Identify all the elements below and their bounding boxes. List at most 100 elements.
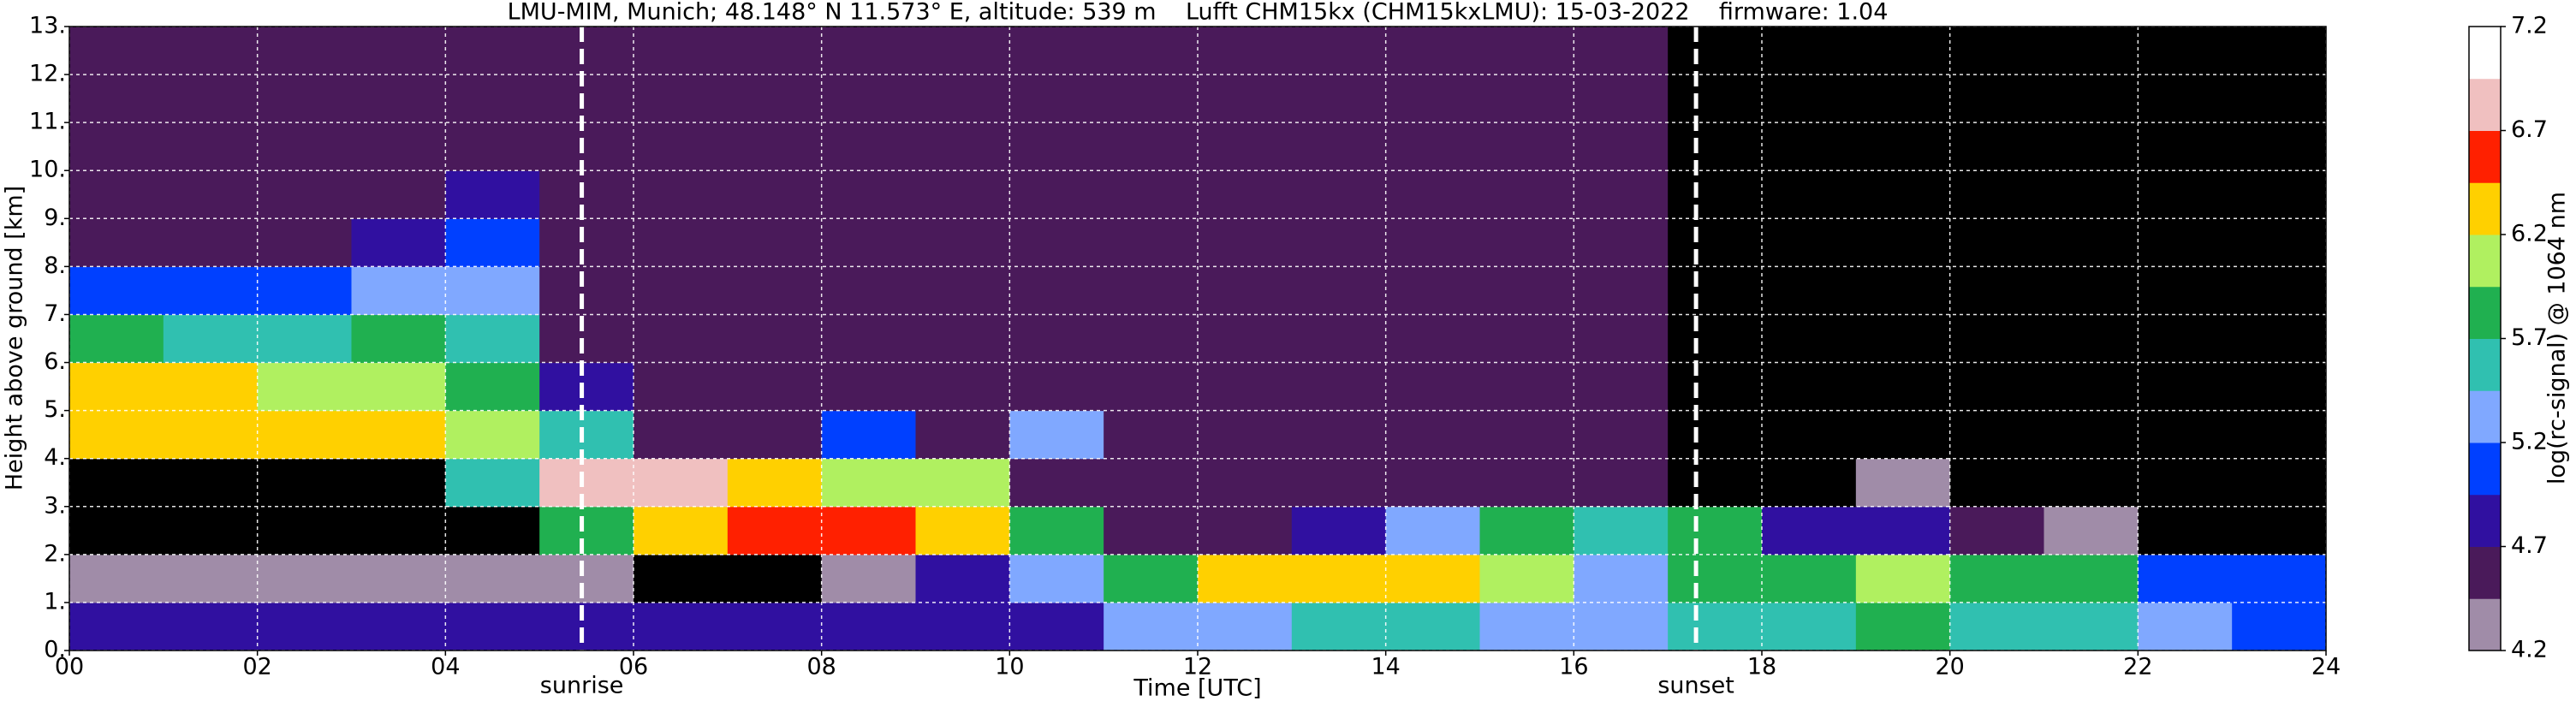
heatmap-cell — [1479, 410, 1574, 460]
heatmap-cell — [1574, 74, 1669, 123]
heatmap-cell — [445, 266, 540, 315]
heatmap-cell — [1104, 27, 1199, 75]
heatmap-cell — [821, 506, 916, 556]
heatmap-cell — [1104, 122, 1199, 171]
heatmap-cell — [1104, 410, 1199, 460]
heatmap-cell — [1668, 602, 1763, 651]
heatmap-cell — [634, 218, 729, 267]
x-tick-label: 04 — [431, 654, 460, 680]
heatmap-cell — [257, 554, 352, 603]
heatmap-cell — [257, 170, 352, 219]
heatmap-cell — [1291, 218, 1387, 267]
heatmap-cell — [163, 27, 259, 75]
heatmap-cell — [163, 218, 259, 267]
heatmap-cell — [1291, 362, 1387, 412]
heatmap-cell — [445, 314, 540, 364]
heatmap-cell — [539, 170, 634, 219]
heatmap-cell — [539, 362, 634, 412]
heatmap-cell — [445, 602, 540, 651]
heatmap-cell — [1009, 554, 1104, 603]
x-tick-label: 10 — [995, 654, 1024, 680]
heatmap-cell — [2044, 410, 2139, 460]
heatmap-cell — [1949, 506, 2044, 556]
heatmap-cell — [1574, 362, 1669, 412]
x-tick-label: 00 — [55, 654, 84, 680]
heatmap-cell — [1104, 554, 1199, 603]
heatmap-cell — [1198, 170, 1293, 219]
heatmap-cell — [1668, 74, 1763, 123]
heatmap-cell — [69, 218, 164, 267]
heatmap-cell — [2232, 602, 2327, 651]
heatmap-cell — [1479, 314, 1574, 364]
heatmap-cell — [1291, 122, 1387, 171]
colorbar-label: log(rc-signal) @ 1064 nm — [2544, 192, 2571, 484]
heatmap-cell — [351, 602, 446, 651]
heatmap-cell — [1198, 458, 1293, 508]
heatmap-cell — [2044, 218, 2139, 267]
colorbar-segment — [2469, 494, 2501, 547]
heatmap-cell — [2044, 554, 2139, 603]
heatmap-cell — [1949, 266, 2044, 315]
heatmap-cell — [1104, 362, 1199, 412]
colorbar-tick-label: 4.7 — [2511, 532, 2548, 559]
heatmap-cell — [915, 458, 1010, 508]
heatmap-cell — [727, 554, 823, 603]
heatmap-cell — [2138, 554, 2233, 603]
heatmap-cell — [69, 602, 164, 651]
heatmap-cell — [1385, 74, 1480, 123]
y-tick-label: 5. — [44, 396, 66, 423]
heatmap-cell — [351, 122, 446, 171]
heatmap-cell — [1198, 266, 1293, 315]
heatmap-cell — [727, 218, 823, 267]
heatmap-cell — [1385, 122, 1480, 171]
colorbar-segment — [2469, 27, 2501, 80]
heatmap-cell — [1385, 554, 1480, 603]
heatmap-cell — [539, 554, 634, 603]
heatmap-cell — [257, 458, 352, 508]
heatmap-cell — [1009, 314, 1104, 364]
heatmap-cell — [2044, 27, 2139, 75]
heatmap-cell — [634, 506, 729, 556]
heatmap-cell — [2138, 506, 2233, 556]
heatmap-cell — [634, 27, 729, 75]
heatmap-cell — [1479, 122, 1574, 171]
heatmap-cell — [1949, 74, 2044, 123]
heatmap-cell — [1198, 410, 1293, 460]
heatmap-cell — [1385, 602, 1480, 651]
colorbar-segment — [2469, 182, 2501, 235]
heatmap-cell — [1762, 554, 1857, 603]
heatmap-cell — [1291, 266, 1387, 315]
heatmap-cell — [1574, 458, 1669, 508]
heatmap-cell — [1479, 218, 1574, 267]
heatmap-cell — [69, 122, 164, 171]
heatmap-cell — [821, 602, 916, 651]
chart-title: LMU-MIM, Munich; 48.148° N 11.573° E, al… — [508, 0, 1889, 26]
heatmap-cell — [1291, 170, 1387, 219]
heatmap-cell — [1668, 554, 1763, 603]
heatmap-cell — [915, 362, 1010, 412]
heatmap-cell — [1104, 170, 1199, 219]
heatmap-cell — [445, 458, 540, 508]
heatmap-cell — [915, 266, 1010, 315]
heatmap-cell — [163, 266, 259, 315]
heatmap-cell — [1291, 410, 1387, 460]
heatmap-cell — [1009, 170, 1104, 219]
heatmap-cell — [1855, 506, 1951, 556]
heatmap-cell — [1479, 266, 1574, 315]
heatmap-cell — [1291, 27, 1387, 75]
heatmap-cell — [1668, 458, 1763, 508]
heatmap-cell — [1668, 27, 1763, 75]
heatmap-cell — [1009, 362, 1104, 412]
heatmap-cell — [69, 314, 164, 364]
heatmap-cell — [1104, 74, 1199, 123]
y-tick-label: 13. — [29, 13, 66, 39]
heatmap-cell — [1574, 506, 1669, 556]
heatmap-cell — [1762, 27, 1857, 75]
heatmap-cell — [1668, 506, 1763, 556]
x-tick-label: 24 — [2311, 654, 2341, 680]
heatmap-cell — [2232, 458, 2327, 508]
heatmap-cell — [257, 602, 352, 651]
heatmap-cell — [1855, 362, 1951, 412]
heatmap-cell — [1762, 122, 1857, 171]
